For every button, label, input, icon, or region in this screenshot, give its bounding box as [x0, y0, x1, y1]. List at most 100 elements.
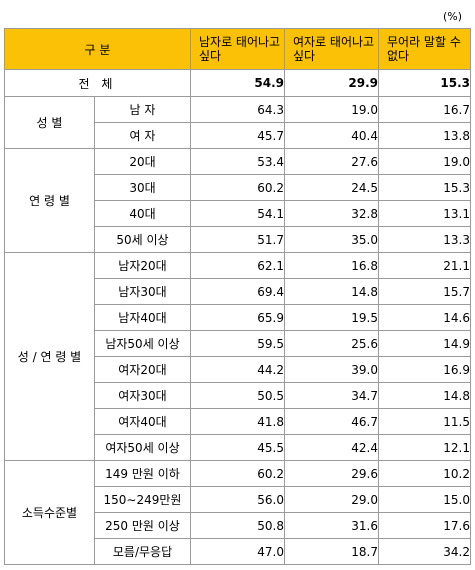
row-label: 여자50세 이상 [94, 434, 191, 461]
table-row: 모름/무응답 47.0 18.7 34.2 [5, 538, 471, 565]
table-row: 소득수준별 149 만원 이하 60.2 29.6 10.2 [4, 460, 471, 565]
cell-value: 51.7 [190, 226, 285, 253]
cell-value: 32.8 [284, 200, 379, 227]
cell-value: 47.0 [190, 538, 285, 565]
cell-value: 15.0 [378, 486, 471, 513]
cell-value: 64.3 [190, 96, 285, 123]
cell-value: 14.6 [378, 304, 471, 331]
cell-value: 45.5 [190, 434, 285, 461]
cell-value: 15.7 [378, 278, 471, 305]
cell-value: 60.2 [190, 460, 285, 487]
cell-value: 16.7 [378, 96, 471, 123]
header-female: 여자로 태어나고 싶다 [284, 28, 379, 70]
row-label: 남자40대 [94, 304, 191, 331]
header-undecided: 무어라 말할 수 없다 [378, 28, 471, 70]
cell-value: 50.8 [190, 512, 285, 539]
table-row: 40대 54.1 32.8 13.1 [5, 200, 471, 227]
total-value: 29.9 [284, 69, 379, 97]
cell-value: 14.8 [378, 382, 471, 409]
unit-label: (%) [442, 10, 462, 23]
cell-value: 34.7 [284, 382, 379, 409]
group-label: 성 별 [4, 96, 95, 149]
row-label: 30대 [94, 174, 191, 201]
cell-value: 19.0 [378, 148, 471, 175]
table-row: 남자30대 69.4 14.8 15.7 [5, 278, 471, 305]
row-label: 20대 [94, 148, 191, 175]
total-value: 15.3 [378, 69, 471, 97]
row-label: 남자30대 [94, 278, 191, 305]
cell-value: 18.7 [284, 538, 379, 565]
table-row: 연 령 별 20대 53.4 27.6 19.0 [4, 148, 471, 253]
cell-value: 25.6 [284, 330, 379, 357]
cell-value: 39.0 [284, 356, 379, 383]
table-row: 50세 이상 51.7 35.0 13.3 [5, 226, 471, 253]
row-label: 모름/무응답 [94, 538, 191, 565]
cell-value: 60.2 [190, 174, 285, 201]
cell-value: 15.3 [378, 174, 471, 201]
cell-value: 29.6 [284, 460, 379, 487]
cell-value: 59.5 [190, 330, 285, 357]
cell-value: 35.0 [284, 226, 379, 253]
cell-value: 13.1 [378, 200, 471, 227]
cell-value: 56.0 [190, 486, 285, 513]
row-label: 40대 [94, 200, 191, 227]
row-label: 여자40대 [94, 408, 191, 435]
cell-value: 14.9 [378, 330, 471, 357]
row-label: 150∼249만원 [94, 486, 191, 513]
cell-value: 53.4 [190, 148, 285, 175]
row-label: 250 만원 이상 [94, 512, 191, 539]
cell-value: 17.6 [378, 512, 471, 539]
header-row: 구 분 남자로 태어나고 싶다 여자로 태어나고 싶다 무어라 말할 수 없다 [4, 28, 471, 70]
row-label: 남 자 [94, 96, 191, 123]
cell-value: 54.1 [190, 200, 285, 227]
cell-value: 19.0 [284, 96, 379, 123]
cell-value: 24.5 [284, 174, 379, 201]
table-row: 여 자 45.7 40.4 13.8 [5, 122, 471, 149]
table-row: 30대 60.2 24.5 15.3 [5, 174, 471, 201]
cell-value: 34.2 [378, 538, 471, 565]
cell-value: 11.5 [378, 408, 471, 435]
cell-value: 16.9 [378, 356, 471, 383]
row-label: 149 만원 이하 [94, 460, 191, 487]
total-label: 전 체 [4, 69, 191, 97]
total-row: 전 체 54.9 29.9 15.3 [4, 69, 471, 97]
group-label: 소득수준별 [4, 460, 95, 565]
cell-value: 65.9 [190, 304, 285, 331]
cell-value: 45.7 [190, 122, 285, 149]
table-row: 여자50세 이상 45.5 42.4 12.1 [5, 434, 471, 461]
row-label: 여 자 [94, 122, 191, 149]
total-value: 54.9 [190, 69, 285, 97]
cell-value: 50.5 [190, 382, 285, 409]
cell-value: 21.1 [378, 252, 471, 279]
cell-value: 10.2 [378, 460, 471, 487]
cell-value: 46.7 [284, 408, 379, 435]
cell-value: 62.1 [190, 252, 285, 279]
cell-value: 13.3 [378, 226, 471, 253]
header-category: 구 분 [4, 28, 191, 70]
cell-value: 12.1 [378, 434, 471, 461]
table-row: 여자20대 44.2 39.0 16.9 [5, 356, 471, 383]
cell-value: 16.8 [284, 252, 379, 279]
cell-value: 44.2 [190, 356, 285, 383]
table-row: 성 / 연 령 별 남자20대 62.1 16.8 21.1 [4, 252, 471, 461]
cell-value: 69.4 [190, 278, 285, 305]
cell-value: 40.4 [284, 122, 379, 149]
row-label: 남자50세 이상 [94, 330, 191, 357]
header-male: 남자로 태어나고 싶다 [190, 28, 285, 70]
table-row: 150∼249만원 56.0 29.0 15.0 [5, 486, 471, 513]
table-row: 250 만원 이상 50.8 31.6 17.6 [5, 512, 471, 539]
survey-table: 구 분 남자로 태어나고 싶다 여자로 태어나고 싶다 무어라 말할 수 없다 … [4, 28, 471, 565]
row-label: 여자30대 [94, 382, 191, 409]
group-label: 성 / 연 령 별 [4, 252, 95, 461]
table-row: 남자50세 이상 59.5 25.6 14.9 [5, 330, 471, 357]
row-label: 남자20대 [94, 252, 191, 279]
cell-value: 14.8 [284, 278, 379, 305]
row-label: 50세 이상 [94, 226, 191, 253]
cell-value: 29.0 [284, 486, 379, 513]
table-row: 남자40대 65.9 19.5 14.6 [5, 304, 471, 331]
row-label: 여자20대 [94, 356, 191, 383]
cell-value: 41.8 [190, 408, 285, 435]
cell-value: 19.5 [284, 304, 379, 331]
cell-value: 13.8 [378, 122, 471, 149]
